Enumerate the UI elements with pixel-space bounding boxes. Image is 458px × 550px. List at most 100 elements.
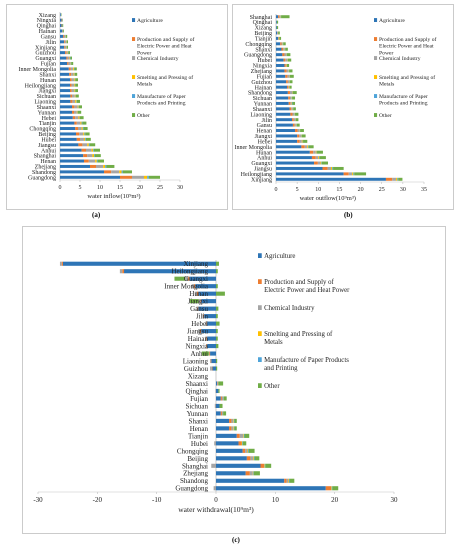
bar-guangxi-electric [188,276,190,281]
bar-chongqing-paper [82,127,84,131]
x-tick-label: 20 [358,187,364,193]
category-label-qinghai: Qinghai [185,387,208,395]
bar-guangdong-agriculture [276,53,283,57]
bar-hubei-agriculture [216,441,239,446]
category-label-gansu: Gansu [257,123,272,129]
bar-jiangxi-electric [200,299,202,304]
category-label-hunan: Hunan [256,150,272,156]
caption-b: (b) [344,211,353,219]
bar-guangdong-electric [282,53,285,57]
bar-shaanxi-chemical [217,381,219,386]
bar-jiangxi-chemical [198,299,201,304]
category-label-hubei: Hubei [257,58,272,64]
bar-shaanxi-agriculture [276,107,290,111]
bar-shanghai-chemical [211,463,216,468]
category-label-henan: Henan [190,425,209,433]
category-label-xinjiang: Xinjiang [251,177,272,183]
bar-shaanxi-agriculture [216,381,218,386]
bar-sichuan-chemical [289,96,292,100]
bar-liaoning-chemical [72,99,76,103]
bar-fujian-agriculture [216,396,221,401]
category-label-jiangxi: Jiangxi [255,134,273,140]
bar-hubei-metals [84,137,86,141]
bar-shanghai-electric [278,15,280,19]
bar-hubei-electric [238,441,242,446]
bar-heilongjiang-chemical [348,172,353,176]
category-label-gansu: Gansu [190,305,208,313]
bar-guangxi-chemical [67,56,70,60]
category-label-ningxia: Ningxia [185,343,208,351]
bar-jiangxi-other [301,134,306,138]
legend-label-metals: Smelting and Pressing of Metals [379,74,435,88]
bar-shanxi-metals [73,72,75,76]
bar-hunan-chemical [71,78,74,82]
bar-shanghai-paper [94,154,95,158]
bar-hunan-metals [315,150,317,154]
category-label-hunan: Hunan [189,290,208,298]
bar-guangdong-metals [144,175,148,179]
bar-shandong-electric [287,91,290,95]
bar-jiangxi-electric [70,89,72,93]
bar-jiangsu-chemical [327,166,331,170]
category-label-shanghai: Shanghai [34,154,57,160]
bar-tianjin-electric [74,121,77,125]
bar-guangdong-other [148,175,160,179]
category-label-jiangxi: Jiangxi [39,89,57,95]
bar-shanghai-other [265,463,272,468]
bar-guizhou-other [216,366,218,371]
bar-liaoning-chemical [292,112,295,116]
bar-heilongjiang-paper [353,172,355,176]
legend-swatch-metals [374,75,378,79]
bar-yunnan-electric [288,101,291,105]
bar-shanxi-chemical [71,72,74,76]
category-label-hunan: Hunan [40,78,56,84]
bar-shanxi-electric [281,47,284,51]
bar-beijing-electric [246,456,251,461]
bar-liaoning-electric [290,112,293,116]
bar-anhui-agriculture [210,351,216,356]
legend-swatch-electric [258,279,262,284]
caption-c: (c) [232,536,240,544]
category-label-qinghai: Qinghai [253,20,273,26]
bar-chongqing-electric [280,42,282,46]
bar-hebei-agriculture [276,139,298,143]
bar-henan-electric [84,159,89,163]
category-label-xinjiang: Xinjiang [184,260,209,268]
bar-shaanxi-agriculture [60,105,72,109]
bar-guizhou-chemical [287,80,290,84]
bar-zhejiang-other [106,164,115,168]
bar-zhejiang-paper [105,164,107,168]
bar-hubei-paper [85,137,86,141]
bar-inner-mongolia-metals [73,67,74,71]
category-label-zhejiang: Zhejiang [35,165,56,171]
bar-zhejiang-paper [253,471,254,476]
x-tick-label: 25 [157,185,163,191]
bar-guizhou-electric [286,80,288,84]
category-label-shandong: Shandong [248,91,272,97]
bar-yunnan-metals [76,110,78,114]
category-label-shanghai: Shanghai [182,462,208,470]
bar-anhui-other [94,148,100,152]
bar-guizhou-chemical [66,51,68,55]
bar-shanghai-metals [264,463,265,468]
bar-guangdong-agriculture [60,175,120,179]
category-label-ningxia: Ningxia [37,18,57,24]
bar-shanghai-chemical [279,15,281,19]
bar-inner-mongolia-agriculture [276,145,302,149]
bar-chongqing-other [83,127,88,131]
bar-guangxi-agriculture [189,276,216,281]
bar-gansu-other [66,34,68,38]
bar-gansu-agriculture [276,123,293,127]
bar-hainan-electric [286,85,289,89]
bar-chongqing-metals [81,127,83,131]
legend-label-electric: Production and Supply of Electric Power a… [379,36,436,56]
bar-beijing-metals [83,132,85,136]
bar-qinghai-other [62,24,64,28]
bar-guizhou-other [68,51,70,55]
bar-jilin-agriculture [204,314,216,319]
bar-jiangsu-agriculture [276,166,323,170]
legend-label-other: Other [264,383,280,390]
bar-guangxi-other [70,56,72,60]
bar-sichuan-agriculture [276,96,289,100]
category-label-anhui: Anhui [41,148,56,154]
